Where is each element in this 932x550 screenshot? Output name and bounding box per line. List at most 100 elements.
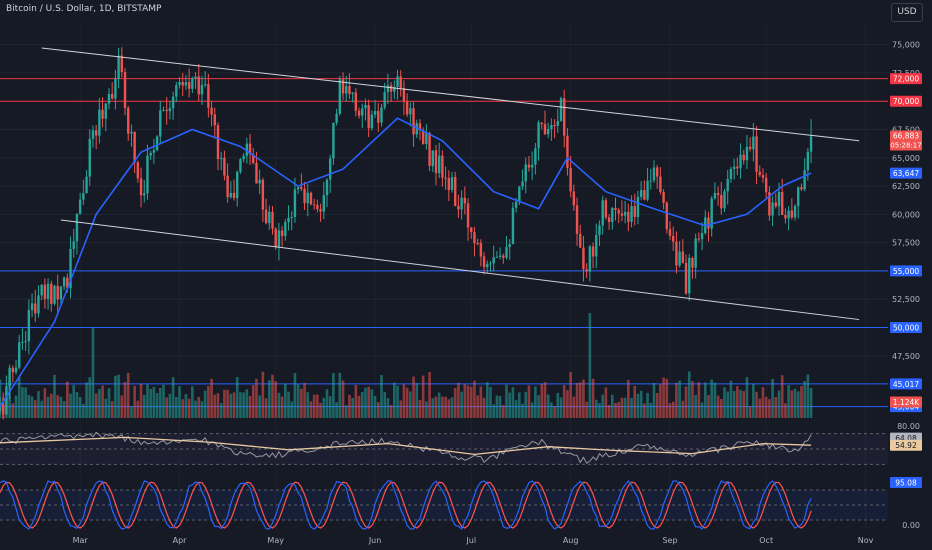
candle-body (700, 232, 704, 240)
currency-button[interactable]: USD (891, 3, 923, 22)
candle-body (684, 262, 688, 294)
volume-bar (114, 375, 117, 418)
candle-body (591, 246, 595, 257)
candle-body (130, 131, 133, 134)
candle-body (450, 177, 454, 191)
volume-bar (62, 401, 66, 418)
candle-body (678, 251, 681, 266)
volume-bar (425, 401, 428, 418)
last-price-box (890, 130, 922, 151)
candle-body (104, 103, 107, 119)
volume-bar (758, 398, 762, 418)
volume-bar (796, 391, 800, 418)
candle-body (437, 155, 441, 174)
volume-bar (27, 394, 31, 418)
volume-bar (453, 387, 457, 418)
candle-body (239, 159, 242, 172)
candle-body (662, 191, 665, 203)
volume-bar (431, 398, 435, 418)
candle-body (312, 204, 316, 206)
volume-bar (69, 393, 72, 418)
volume-bar (463, 384, 467, 418)
candle-body (636, 196, 640, 217)
volume-bar (142, 394, 146, 418)
volume-bar (59, 396, 63, 418)
volume-bar (643, 403, 646, 418)
volume-bar (181, 399, 185, 418)
volume-bar (171, 377, 175, 418)
candle-body (694, 238, 697, 268)
volume-bar (441, 396, 444, 418)
volume-bar (223, 389, 226, 418)
candle-body (723, 191, 726, 209)
candle-body (793, 205, 797, 218)
volume-bar (24, 387, 27, 418)
volume-bar (258, 395, 261, 418)
volume-bar (710, 379, 713, 418)
volume-bar (803, 381, 806, 418)
candle-body (566, 135, 569, 168)
volume-bar (700, 402, 704, 418)
volume-bar (261, 371, 265, 418)
volume-bar (518, 392, 521, 418)
volume-bar (729, 380, 733, 418)
candle-body (271, 211, 274, 229)
volume-bar (659, 384, 662, 418)
candle-body (232, 192, 236, 199)
volume-bar (719, 399, 723, 418)
candle-body (431, 150, 434, 167)
volume-bar (187, 398, 191, 418)
candle-body (623, 211, 627, 216)
volume-bar (165, 397, 169, 418)
candle-body (18, 342, 21, 368)
level-label: 72,000 (893, 75, 919, 84)
volume-bar (351, 397, 354, 418)
volume-bar (556, 392, 560, 418)
volume-bar (49, 393, 53, 418)
candle-body (691, 257, 694, 268)
channel-lines[interactable] (41, 47, 860, 321)
volume-bar (482, 397, 486, 418)
volume-bar (524, 391, 528, 418)
volume-bar (245, 389, 249, 418)
volume-bar (511, 387, 515, 418)
candle-body (37, 295, 40, 314)
candle-body (133, 131, 136, 163)
candle-body (223, 157, 226, 176)
candle-body (178, 81, 181, 86)
volume-bar (56, 395, 60, 418)
volume-bar (466, 385, 470, 418)
candle-body (806, 151, 810, 171)
level-label-box (890, 95, 922, 107)
candle-body (5, 385, 8, 415)
volume-bar (226, 389, 229, 418)
candle-body (659, 176, 662, 192)
volume-bar (277, 392, 281, 418)
volume-bar (312, 394, 316, 418)
volume-bar (684, 386, 688, 418)
candle-body (56, 285, 59, 300)
candle-body (348, 86, 351, 94)
candle-body (768, 192, 771, 216)
time-axis[interactable]: Mar Apr May Jun Jul Aug Sep Oct Nov (73, 536, 874, 545)
volume-bar (639, 390, 643, 418)
volume-bar (582, 379, 585, 418)
volume-bar (207, 386, 210, 418)
candle-body (646, 180, 649, 200)
volume-bar (633, 385, 637, 418)
candle-body (187, 82, 191, 89)
ma-value-label: 63,647 (893, 169, 919, 178)
candle-body (447, 178, 451, 191)
volume-bar (678, 380, 681, 418)
volume-bar (611, 394, 614, 418)
moving-average-line (0, 117, 812, 408)
level-label: 50,000 (893, 323, 919, 332)
candle-body (672, 235, 675, 242)
candle-body (24, 341, 27, 343)
candle-body (252, 154, 255, 164)
candle-body (82, 193, 85, 200)
candle-body (797, 187, 800, 206)
stoch-tick-label: 0.00 (902, 521, 920, 530)
volume-bar (527, 385, 531, 418)
